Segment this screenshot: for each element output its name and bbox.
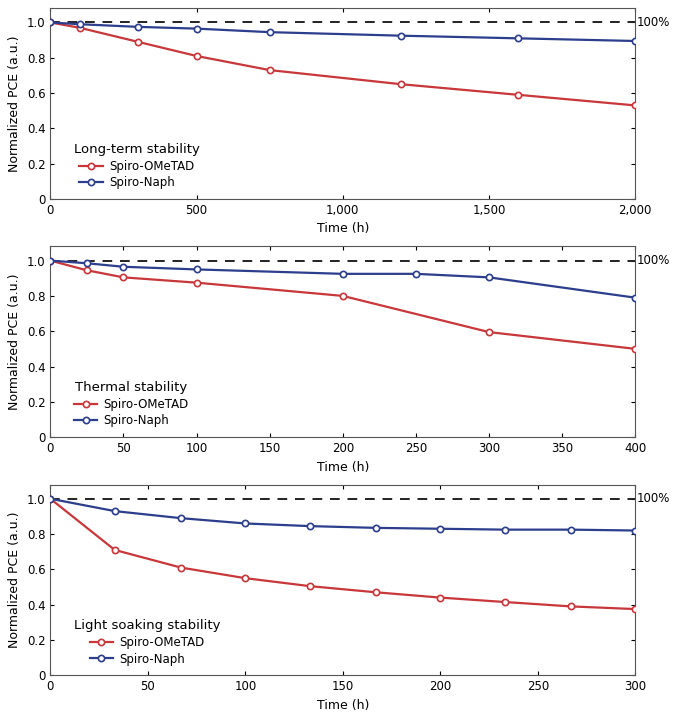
Text: 100%: 100% (637, 254, 670, 267)
X-axis label: Time (h): Time (h) (317, 698, 369, 711)
Text: 100%: 100% (637, 492, 670, 505)
Legend: Spiro-OMeTAD, Spiro-Naph: Spiro-OMeTAD, Spiro-Naph (74, 143, 200, 189)
Text: 100%: 100% (637, 16, 670, 29)
Y-axis label: Normalized PCE (a.u.): Normalized PCE (a.u.) (8, 512, 21, 648)
X-axis label: Time (h): Time (h) (317, 222, 369, 235)
Y-axis label: Normalized PCE (a.u.): Normalized PCE (a.u.) (8, 274, 21, 410)
Legend: Spiro-OMeTAD, Spiro-Naph: Spiro-OMeTAD, Spiro-Naph (74, 382, 188, 428)
Y-axis label: Normalized PCE (a.u.): Normalized PCE (a.u.) (8, 35, 21, 172)
Legend: Spiro-OMeTAD, Spiro-Naph: Spiro-OMeTAD, Spiro-Naph (74, 619, 220, 665)
X-axis label: Time (h): Time (h) (317, 461, 369, 474)
